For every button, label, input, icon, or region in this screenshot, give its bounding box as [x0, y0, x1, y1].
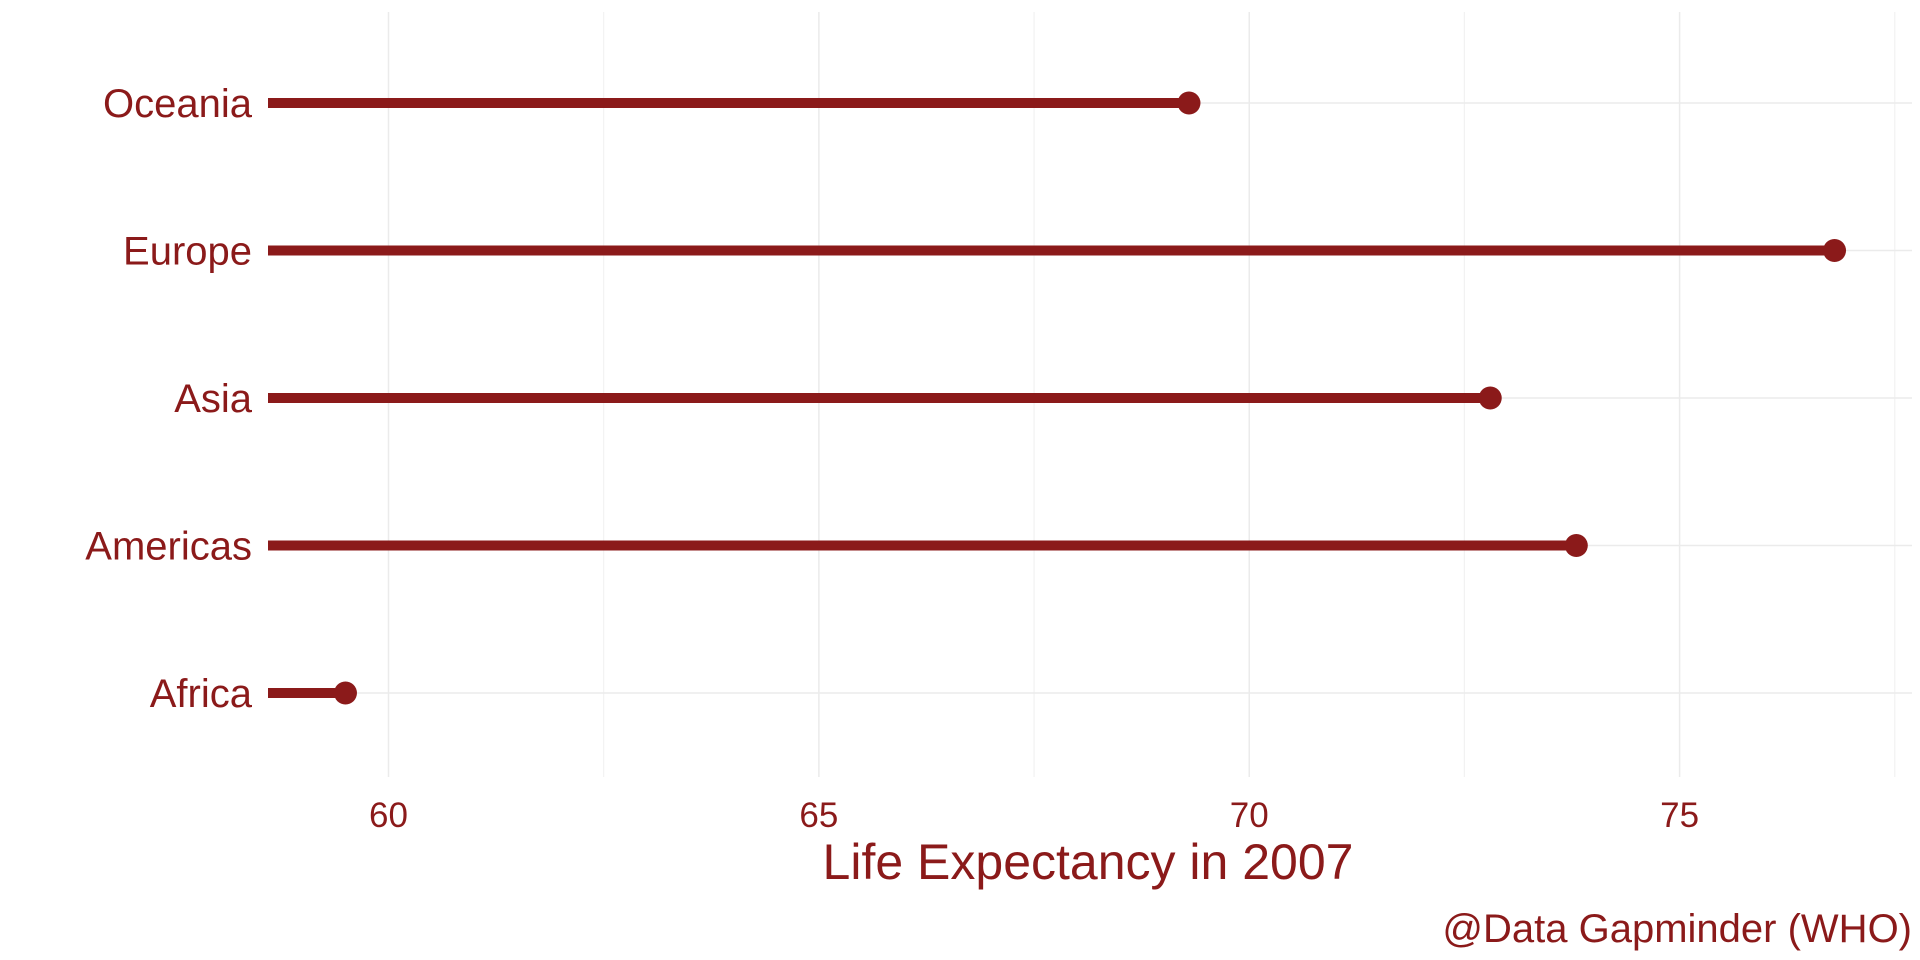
- lollipop-point-oceania: [1177, 91, 1201, 115]
- x-tick-label: 60: [369, 796, 408, 835]
- lollipop-point-americas: [1564, 534, 1588, 557]
- lollipop-point-asia: [1478, 386, 1502, 410]
- label-layer: Africa Americas Asia Europe Oceania 60 65 70 75: [85, 82, 1699, 835]
- x-tick-label: 75: [1660, 796, 1699, 835]
- mark-layer: [268, 91, 1847, 705]
- category-label-europe: Europe: [123, 230, 252, 274]
- lollipop-point-europe: [1823, 239, 1847, 262]
- x-tick-label: 70: [1230, 796, 1269, 835]
- category-label-africa: Africa: [150, 672, 253, 716]
- chart-caption: @Data Gapminder (WHO): [1442, 907, 1912, 951]
- lollipop-point-africa: [333, 681, 357, 705]
- category-label-americas: Americas: [85, 525, 252, 569]
- x-tick-label: 65: [799, 796, 838, 835]
- x-axis-title: Life Expectancy in 2007: [823, 834, 1354, 890]
- category-label-asia: Asia: [174, 377, 253, 421]
- category-label-oceania: Oceania: [103, 82, 253, 126]
